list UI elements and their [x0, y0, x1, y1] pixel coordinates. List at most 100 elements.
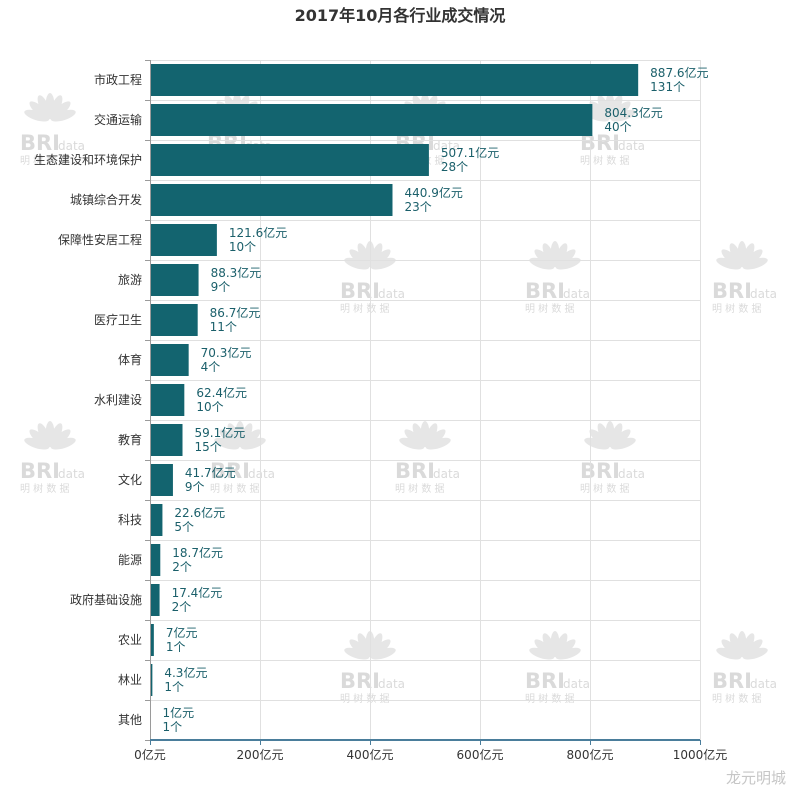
watermark-brand-main: BRI	[525, 279, 565, 303]
x-tick-label: 400亿元	[347, 747, 394, 762]
watermark-brand-sub: data	[58, 139, 85, 153]
category-label: 教育	[118, 432, 142, 447]
value-label: 17.4亿元	[172, 585, 223, 600]
category-label: 交通运输	[94, 112, 142, 127]
count-label: 1个	[163, 720, 183, 734]
lotus-petal	[529, 647, 555, 660]
count-label: 4个	[201, 360, 221, 374]
bar	[150, 224, 217, 256]
category-label: 能源	[118, 553, 142, 567]
value-label: 22.6亿元	[174, 505, 225, 520]
watermark-brand-cn: 明 树 数 据	[580, 482, 630, 495]
bar	[150, 424, 183, 456]
count-label: 9个	[211, 280, 231, 294]
lotus-logo-icon	[24, 421, 76, 450]
x-tick-label: 1000亿元	[673, 747, 728, 762]
count-label: 10个	[196, 400, 223, 414]
count-label: 5个	[174, 520, 194, 534]
lotus-petal	[742, 647, 768, 660]
count-label: 131个	[650, 80, 685, 94]
watermark-brand-main: BRI	[580, 459, 620, 483]
axes: 0亿元 200亿元 400亿元 600亿元 800亿元 1000亿元	[134, 60, 727, 762]
watermark-brand-main: BRI	[340, 669, 380, 693]
value-label: 59.1亿元	[195, 425, 246, 440]
value-label: 86.7亿元	[210, 305, 261, 320]
watermark-brand-cn: 明 树 数 据	[525, 302, 575, 315]
category-label: 体育	[118, 352, 142, 367]
watermark-brand-main: BRI	[712, 279, 752, 303]
category-label: 城镇综合开发	[70, 192, 142, 207]
lotus-petal	[214, 437, 240, 450]
value-label: 18.7亿元	[172, 545, 223, 560]
bar	[150, 384, 185, 416]
lotus-logo-icon	[24, 93, 76, 122]
bar	[150, 184, 393, 216]
count-label: 1个	[164, 680, 184, 694]
lotus-logo-icon	[584, 93, 636, 122]
watermark-brand-main: BRI	[210, 459, 250, 483]
count-label: 1个	[166, 640, 186, 654]
watermark-brand-sub: data	[378, 677, 405, 691]
lotus-petal	[425, 437, 451, 450]
watermark-brand-cn: 明 树 数 据	[20, 482, 70, 495]
count-label: 40个	[604, 120, 631, 134]
watermark-brand-cn: 明 树 数 据	[580, 154, 630, 167]
bar	[150, 304, 198, 336]
watermark-brand-main: BRI	[340, 279, 380, 303]
lotus-petal	[50, 109, 76, 122]
watermark-brand-sub: data	[618, 467, 645, 481]
count-label: 2个	[172, 600, 192, 614]
count-label: 9个	[185, 480, 205, 494]
count-label: 15个	[195, 440, 222, 454]
watermark-brand-cn: 明 树 数 据	[395, 482, 445, 495]
bar	[150, 504, 163, 536]
lotus-petal	[344, 647, 370, 660]
lotus-petal	[716, 647, 742, 660]
count-label: 28个	[441, 160, 468, 174]
category-label: 林业	[118, 673, 142, 687]
bars	[150, 64, 639, 736]
watermark-brand-main: BRI	[395, 459, 435, 483]
lotus-logo-icon	[344, 631, 396, 660]
count-label: 2个	[172, 560, 192, 574]
lotus-petal	[555, 647, 581, 660]
category-label: 旅游	[118, 273, 142, 287]
bar	[150, 64, 639, 96]
category-label: 医疗卫生	[94, 313, 142, 327]
watermark-brand-main: BRI	[712, 669, 752, 693]
watermark-brand-cn: 明 树 数 据	[712, 302, 762, 315]
lotus-logo-icon	[529, 631, 581, 660]
watermark-brand-sub: data	[433, 467, 460, 481]
watermark-brand-cn: 明 树 数 据	[712, 692, 762, 705]
bar	[150, 264, 199, 296]
category-label: 政府基础设施	[70, 592, 142, 607]
lotus-logo-icon	[716, 631, 768, 660]
watermark-brand-sub: data	[433, 139, 460, 153]
count-label: 23个	[404, 200, 431, 214]
watermark-brand-main: BRI	[525, 669, 565, 693]
bar	[150, 464, 173, 496]
value-label: 41.7亿元	[185, 465, 236, 480]
watermark-brand-cn: 明 树 数 据	[525, 692, 575, 705]
bar	[150, 584, 160, 616]
lotus-petal	[716, 257, 742, 270]
value-label: 88.3亿元	[211, 265, 262, 280]
lotus-petal	[370, 647, 396, 660]
lotus-petal	[24, 109, 50, 122]
value-label: 62.4亿元	[196, 385, 247, 400]
watermark-brand-sub: data	[563, 677, 590, 691]
value-label: 887.6亿元	[650, 65, 708, 80]
watermark-brand-cn: 明 树 数 据	[340, 302, 390, 315]
x-tick-label: 0亿元	[134, 747, 166, 762]
watermark-brand-cn: 明 树 数 据	[340, 692, 390, 705]
lotus-logo-icon	[584, 421, 636, 450]
value-label: 1亿元	[163, 705, 195, 720]
